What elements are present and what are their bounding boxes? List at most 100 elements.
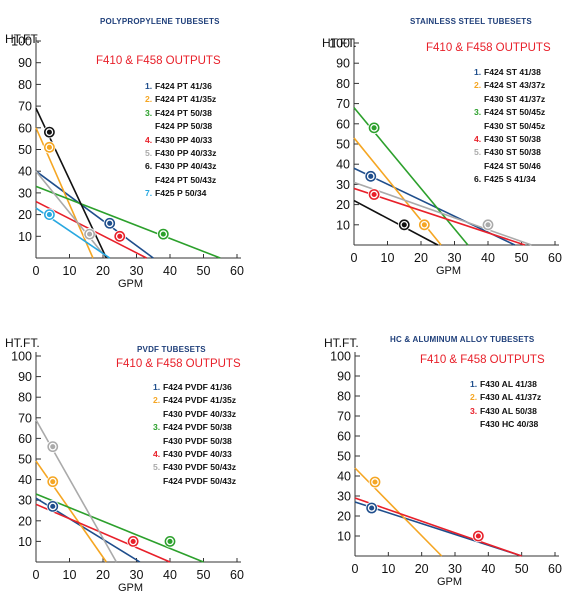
series-line <box>35 503 171 563</box>
legend-entry: 3. F424 PT 50/38 <box>145 107 216 120</box>
y-axis-label: HT.FT. <box>5 336 40 350</box>
legend-label: F430 ST 50/38 <box>484 147 541 158</box>
x-tick-label: 0 <box>33 568 40 582</box>
y-axis-label: HT.FT. <box>322 36 357 50</box>
legend-number: 5. <box>145 148 153 159</box>
series-marker-ring <box>474 532 483 540</box>
chart-title: HC & ALUMINUM ALLOY TUBESETS <box>390 335 535 344</box>
series-line <box>353 199 439 246</box>
legend-entry: F430 ST 41/37z <box>474 93 545 106</box>
x-tick-label: 10 <box>381 562 395 576</box>
legend-entry: 6. F430 PP 40/43z <box>145 160 216 173</box>
series-marker <box>103 217 116 230</box>
legend-number: 4. <box>474 134 482 145</box>
legend-number: 2. <box>470 392 478 403</box>
chart-subtitle: F410 & F458 OUTPUTS <box>96 55 221 67</box>
y-tick-label: 100 <box>11 35 32 49</box>
series-marker <box>46 500 59 513</box>
series-marker-ring <box>484 220 492 229</box>
legend-label: F430 PP 40/33 <box>155 134 213 145</box>
chart-panel-hc-aluminum: HC & ALUMINUM ALLOY TUBESETS 10 20 30 40 50 6… <box>291 300 582 600</box>
series-marker <box>43 208 56 221</box>
legend-label: F430 PVDF 50/38 <box>163 435 232 446</box>
x-tick-label: 10 <box>63 568 77 582</box>
y-tick-label: 50 <box>18 143 32 157</box>
y-tick-label: 30 <box>336 178 350 192</box>
y-axis-label: HT.FT. <box>5 32 40 46</box>
legend-number: 2. <box>474 80 482 91</box>
series-marker <box>368 475 382 489</box>
series-marker-ring <box>48 477 57 486</box>
legend-label: F430 PVDF 50/43z <box>163 462 237 473</box>
series-marker <box>163 535 177 548</box>
chart-legend: 1. F424 ST 41/38 2. F424 ST 43/37z F430 ST 4… <box>474 66 545 187</box>
legend-label: F430 AL 41/37z <box>480 392 542 403</box>
legend-label: F424 PVDF 50/43z <box>163 475 237 486</box>
x-tick-label: 40 <box>163 568 177 582</box>
series-marker-ring <box>370 123 378 132</box>
x-tick-label: 0 <box>351 251 358 265</box>
series-marker-ring <box>48 442 57 451</box>
chart-title: STAINLESS STEEL TUBESETS <box>410 17 532 26</box>
x-tick-label: 20 <box>96 264 110 278</box>
series-line <box>35 170 107 259</box>
series-marker <box>43 141 56 154</box>
x-tick-label: 10 <box>381 251 395 265</box>
series-marker <box>364 170 377 183</box>
series-line <box>35 460 108 563</box>
y-tick-label: 90 <box>18 56 32 70</box>
y-tick-label: 30 <box>18 494 32 508</box>
y-tick-label: 20 <box>18 514 32 528</box>
chart-plot: 10 20 30 40 50 60 70 80 90 100 0 10 20 30 40 50 60 HT.FT.… <box>5 32 244 290</box>
legend-entry: F430 PVDF 50/38 <box>153 435 236 448</box>
legend-label: F424 ST 50/45z <box>484 107 546 118</box>
series-marker <box>367 188 381 201</box>
series-marker-ring <box>366 172 375 181</box>
y-tick-label: 60 <box>336 117 350 131</box>
legend-entry: F424 PVDF 50/43z <box>153 475 236 488</box>
y-axis-label: HT.FT. <box>324 336 359 350</box>
chart-legend: 1. F430 AL 41/38 2. F430 AL 41/37z 3. F430 AL… <box>470 378 541 432</box>
x-tick-label: 20 <box>414 251 428 265</box>
chart-legend: 1. F424 PVDF 41/36 2. F424 PVDF 41/35z F430 … <box>153 381 236 488</box>
legend-label: F424 PT 41/36 <box>155 81 212 91</box>
x-tick-label: 30 <box>130 264 144 278</box>
series-marker-ring <box>371 478 379 486</box>
chart-subtitle: F410 & F458 OUTPUTS <box>420 354 545 366</box>
legend-label: F424 PP 50/38 <box>155 121 213 132</box>
series-marker <box>43 125 56 139</box>
x-axis-label: GPM <box>436 265 461 277</box>
legend-number: 1. <box>145 81 153 91</box>
x-tick-label: 10 <box>63 264 77 278</box>
legend-number: 3. <box>470 405 478 416</box>
legend-number: 4. <box>153 449 161 460</box>
series-marker-ring <box>45 143 54 152</box>
legend-number: 5. <box>153 462 161 473</box>
series-marker <box>46 440 59 453</box>
x-tick-label: 60 <box>230 568 244 582</box>
x-tick-label: 40 <box>163 264 177 278</box>
y-tick-label: 70 <box>18 100 32 114</box>
chart-plot: 10 20 30 40 50 60 70 80 90 100 0 10 20 30 40 50 60 HT.FT.… <box>322 36 562 277</box>
x-tick-label: 50 <box>515 562 529 576</box>
series-marker <box>472 529 485 543</box>
y-tick-label: 100 <box>330 350 351 364</box>
legend-entry: 1. F424 ST 41/38 <box>474 66 545 79</box>
legend-number: 3. <box>145 107 153 118</box>
y-tick-label: 90 <box>336 57 350 71</box>
series-marker <box>481 218 495 232</box>
y-tick-label: 100 <box>11 350 32 364</box>
y-tick-label: 80 <box>18 78 32 92</box>
y-tick-label: 60 <box>18 121 32 135</box>
series-marker-ring <box>420 220 429 229</box>
legend-label: F424 PVDF 50/38 <box>163 422 232 433</box>
legend-label: F430 AL 41/38 <box>480 379 537 389</box>
x-tick-label: 20 <box>96 568 110 582</box>
x-tick-label: 30 <box>448 562 462 576</box>
y-tick-label: 70 <box>18 411 32 425</box>
y-tick-label: 50 <box>337 450 351 464</box>
legend-entry: 4. F430 PP 40/33 <box>145 134 216 147</box>
legend-entry: F430 HC 40/38 <box>470 418 541 431</box>
y-tick-label: 90 <box>337 370 351 384</box>
legend-label: F425 P 50/34 <box>155 188 207 199</box>
